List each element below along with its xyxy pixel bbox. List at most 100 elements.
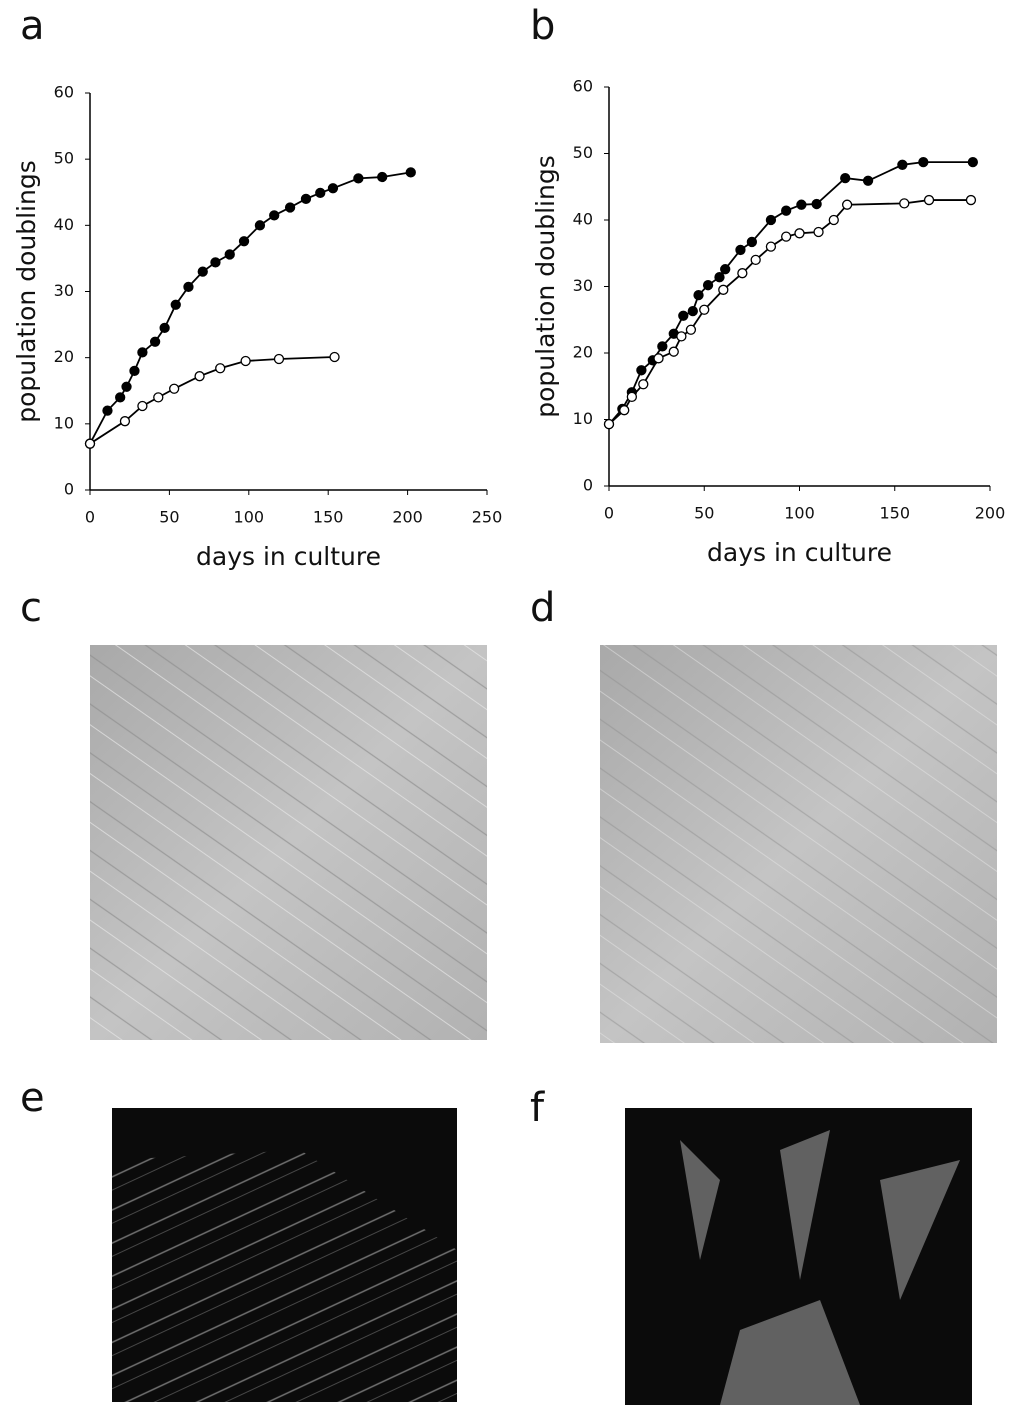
data-point <box>781 205 792 216</box>
x-axis-title: days in culture <box>196 542 381 571</box>
data-point <box>765 214 777 226</box>
x-tick-label: 150 <box>313 508 344 527</box>
data-point <box>765 241 777 252</box>
data-point <box>238 236 250 247</box>
data-point <box>169 383 180 394</box>
data-point <box>159 322 170 334</box>
data-point <box>300 193 312 205</box>
data-point <box>115 392 126 403</box>
y-tick-label: 40 <box>54 215 74 234</box>
micrograph-d <box>600 645 997 1043</box>
data-point <box>269 210 280 221</box>
y-tick-label: 50 <box>54 149 74 168</box>
data-point <box>153 392 164 403</box>
data-point <box>781 231 792 242</box>
data-point <box>693 289 704 301</box>
data-point <box>746 236 758 248</box>
data-point <box>129 365 140 377</box>
data-point <box>329 351 340 363</box>
data-point <box>315 187 326 199</box>
y-axis-title: population doublings <box>531 155 560 418</box>
data-point <box>215 363 226 374</box>
data-point <box>668 346 679 357</box>
y-tick-label: 20 <box>573 343 593 362</box>
y-tick-label: 0 <box>64 480 74 499</box>
data-point <box>699 304 710 315</box>
data-point <box>273 353 285 365</box>
data-point <box>965 194 977 206</box>
data-point <box>841 199 853 210</box>
y-tick-label: 10 <box>573 409 593 428</box>
data-point <box>653 353 664 364</box>
data-point <box>714 272 725 283</box>
x-tick-label: 0 <box>604 504 614 523</box>
data-point <box>967 156 979 168</box>
y-axis-title: population doublings <box>12 160 41 423</box>
x-tick-label: 100 <box>784 504 815 523</box>
data-point <box>687 305 698 317</box>
data-point <box>638 379 649 390</box>
data-point <box>102 405 113 416</box>
data-point <box>735 244 746 256</box>
x-axis-title: days in culture <box>707 538 892 567</box>
data-point <box>794 228 805 239</box>
panel-label: a <box>20 3 45 49</box>
data-point <box>121 381 132 392</box>
data-point <box>194 371 205 382</box>
data-point <box>737 268 748 279</box>
data-point <box>405 167 416 178</box>
data-point <box>750 254 761 266</box>
data-point <box>796 199 807 210</box>
data-point <box>720 264 731 275</box>
data-point <box>327 183 339 194</box>
y-tick-label: 60 <box>573 77 593 96</box>
panel-label: f <box>530 1085 545 1131</box>
data-point <box>240 355 251 367</box>
data-point <box>678 310 689 321</box>
data-point <box>657 341 668 352</box>
data-point <box>84 438 96 449</box>
data-point <box>377 171 388 183</box>
x-tick-label: 50 <box>159 508 179 527</box>
data-point <box>254 220 266 231</box>
data-point <box>626 391 638 403</box>
y-tick-label: 50 <box>573 143 593 162</box>
data-point <box>918 156 929 168</box>
x-tick-label: 50 <box>694 504 714 523</box>
x-tick-label: 250 <box>472 508 503 527</box>
data-point <box>224 249 235 260</box>
panel-label: b <box>530 3 555 49</box>
micrograph-c <box>90 645 487 1040</box>
data-point <box>897 159 908 170</box>
data-point <box>636 365 647 376</box>
data-point <box>137 347 148 358</box>
y-tick-label: 40 <box>573 210 593 229</box>
x-tick-label: 200 <box>975 504 1006 523</box>
y-tick-label: 20 <box>54 347 74 366</box>
data-point <box>813 226 824 238</box>
data-point <box>811 198 822 210</box>
data-point <box>899 198 910 209</box>
x-tick-label: 0 <box>85 508 95 527</box>
y-tick-label: 30 <box>54 281 74 300</box>
data-point <box>718 284 729 295</box>
data-point <box>353 173 364 184</box>
data-point <box>702 280 714 291</box>
micrograph-f <box>625 1108 972 1405</box>
series-line <box>89 171 411 445</box>
y-tick-label: 30 <box>573 276 593 295</box>
y-tick-label: 10 <box>54 413 74 432</box>
y-tick-label: 0 <box>583 476 593 495</box>
x-tick-label: 100 <box>234 508 265 527</box>
panel-label: d <box>530 585 555 631</box>
y-tick-label: 60 <box>54 83 74 102</box>
data-point <box>828 214 839 226</box>
x-tick-label: 150 <box>879 504 910 523</box>
data-point <box>119 416 131 427</box>
data-point <box>197 266 208 277</box>
data-point <box>923 194 935 206</box>
data-point <box>619 405 630 416</box>
data-point <box>603 419 615 430</box>
micrograph-e <box>112 1108 457 1402</box>
